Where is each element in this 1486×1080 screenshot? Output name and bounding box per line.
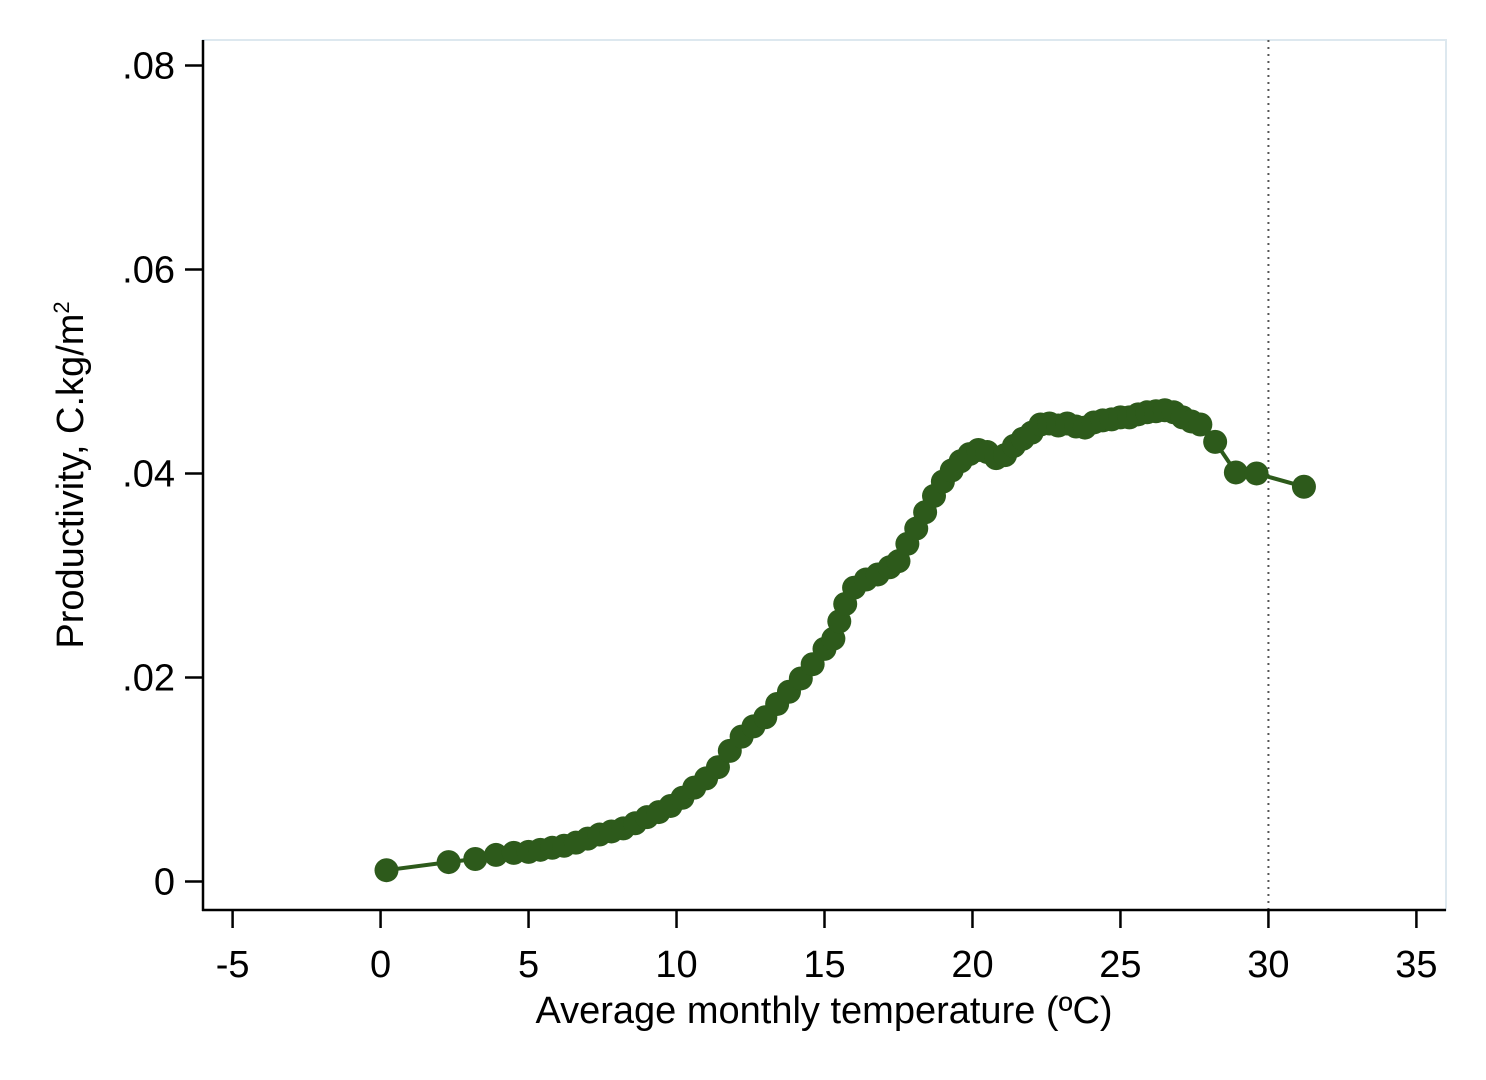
y-tick-label: 0 — [154, 861, 175, 903]
x-tick-label: 20 — [951, 944, 993, 986]
series-group — [374, 398, 1316, 883]
x-tick-label: 0 — [370, 944, 391, 986]
x-tick-label: 10 — [655, 944, 697, 986]
data-point — [1188, 412, 1213, 437]
data-point — [436, 850, 461, 875]
x-tick-label: 25 — [1099, 944, 1141, 986]
x-axis-title: Average monthly temperature (ºC) — [535, 990, 1112, 1032]
y-tick-label: .08 — [122, 45, 175, 87]
x-tick-label: 35 — [1395, 944, 1437, 986]
x-tick-label: 5 — [518, 944, 539, 986]
x-tick-label: 30 — [1247, 944, 1289, 986]
data-point — [483, 842, 508, 867]
y-tick-label: .04 — [122, 453, 175, 495]
y-tick-label: .06 — [122, 249, 175, 291]
y-axis-title-superscript: 2 — [49, 301, 74, 313]
y-tick-label: .02 — [122, 657, 175, 699]
data-point — [1291, 474, 1316, 499]
data-point — [374, 858, 399, 883]
ticks-group: -5 0 5 10 15 20 25 30 35 0 .02 .04 .06 .08 — [122, 45, 1437, 986]
y-axis-title: Productivity, C.kg/m2 — [49, 301, 92, 648]
data-point — [1203, 429, 1228, 454]
x-tick-label: -5 — [216, 944, 250, 986]
y-axis-title-main: Productivity, C.kg/m — [50, 314, 92, 649]
data-point — [1244, 461, 1269, 486]
x-tick-label: 15 — [803, 944, 845, 986]
data-point — [1223, 460, 1248, 485]
data-point — [463, 847, 488, 872]
